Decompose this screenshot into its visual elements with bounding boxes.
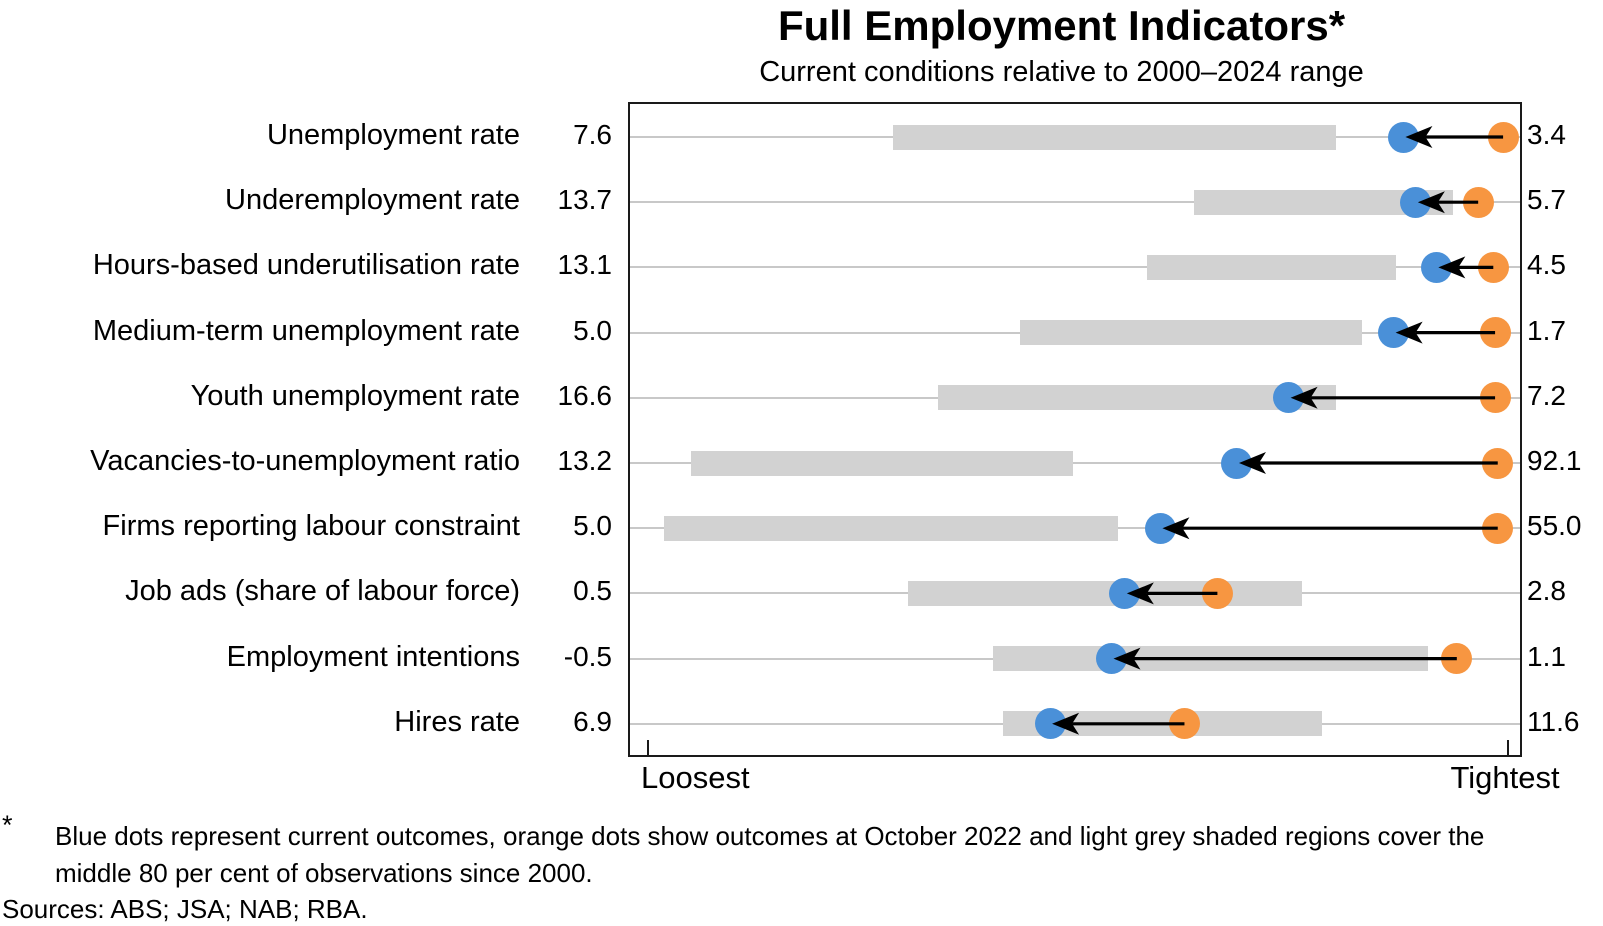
row-gridline [630,266,1520,269]
change-arrow-head [1162,517,1190,540]
row-loosest-value: 5.0 [573,314,612,346]
row-gridline [630,462,1520,464]
row-label: Underemployment rate [225,184,520,217]
row-loosest-value: 5.0 [573,510,612,542]
row-label: Hours-based underutilisation rate [92,249,520,282]
row-label: Employment intentions [226,640,520,673]
loosest-tick [647,740,649,755]
row-loosest-value: -0.5 [563,640,612,672]
row-gridline [630,201,1520,204]
row-loosest-value: 0.5 [573,575,612,607]
row-label: Vacancies-to-unemployment ratio [90,445,520,477]
row-loosest-value: 16.6 [557,379,613,411]
row-tightest-value: 1.1 [1527,640,1566,672]
footnote-text: Blue dots represent current outcomes, or… [55,821,1485,888]
arrow-layer [1052,126,1504,735]
range-band [893,124,1336,150]
range-band [907,580,1302,606]
change-arrow-head [1052,712,1080,735]
chart-subtitle: Current conditions relative to 2000–2024… [759,56,1364,88]
row-tightest-value: 4.5 [1527,249,1566,281]
row-tightest-value: 55.0 [1527,510,1582,542]
range-band [1147,254,1397,280]
axis-label-loosest: Loosest [641,760,750,795]
row-tightest-value: 92.1 [1527,445,1582,476]
row-label: Youth unemployment rate [190,379,520,412]
change-arrow-head [1290,386,1318,409]
change-arrow-head [1113,647,1141,670]
change-arrow-head [1395,321,1423,344]
range-band [691,450,1074,476]
range-band [1019,320,1362,346]
footnote-asterisk: * [2,810,13,840]
row-loosest-value: 13.2 [557,445,613,476]
range-band [663,515,1118,541]
sources-line: Sources: ABS; JSA; NAB; RBA. [2,894,368,924]
row-tightest-value: 7.2 [1527,379,1566,411]
change-arrow-head [1126,582,1154,605]
row-label: Hires rate [394,705,520,738]
axis-label-tightest: Tightest [1450,760,1560,795]
tightest-tick [1507,740,1509,755]
row-label: Job ads (share of labour force) [125,575,520,608]
change-arrow-head [1238,452,1266,474]
row-tightest-value: 2.8 [1527,575,1566,607]
change-arrow-head [1417,191,1445,214]
row-loosest-value: 13.7 [557,184,613,216]
row-label: Firms reporting labour constraint [102,510,520,543]
row-tightest-value: 1.7 [1527,314,1566,346]
change-arrow-head [1438,256,1466,279]
row-tightest-value: 3.4 [1527,119,1566,150]
plot-area [628,102,1522,757]
row-loosest-value: 13.1 [557,249,613,281]
row-label: Unemployment rate [266,119,520,151]
row-loosest-value: 6.9 [573,705,612,737]
range-band [937,385,1336,411]
row-label: Medium-term unemployment rate [92,314,520,347]
row-tightest-value: 5.7 [1527,184,1566,216]
row-loosest-value: 7.6 [573,119,612,150]
row-tightest-value: 11.6 [1527,705,1580,737]
chart-title: Full Employment Indicators* [777,2,1346,49]
change-arrow-head [1405,126,1433,148]
